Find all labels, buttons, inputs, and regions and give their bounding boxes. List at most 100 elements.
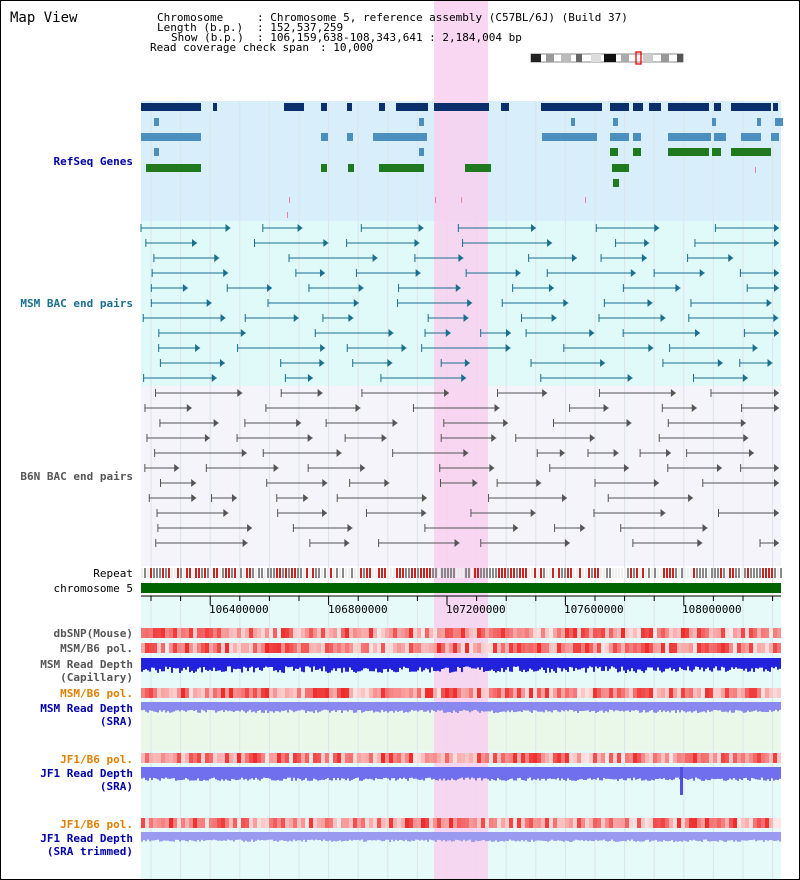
depth-bar	[487, 658, 489, 671]
depth-bar	[487, 832, 489, 842]
heat-cell	[345, 753, 349, 763]
heat-cell	[201, 753, 205, 763]
depth-bar	[693, 767, 695, 781]
heat-cell	[437, 688, 441, 698]
heat-cell	[457, 753, 461, 763]
depth-bar	[723, 658, 725, 668]
depth-bar	[285, 832, 287, 841]
depth-bar	[291, 832, 293, 842]
depth-bar	[647, 832, 649, 840]
depth-bar	[705, 658, 707, 669]
depth-bar	[263, 702, 265, 713]
depth-bar	[447, 658, 449, 668]
repeat-mark	[351, 568, 353, 578]
heat-cell	[289, 688, 293, 698]
heat-cell	[489, 753, 493, 763]
heat-cell	[189, 643, 193, 653]
track-label-refseq[interactable]: RefSeq Genes	[53, 155, 133, 168]
depth-bar	[161, 767, 163, 779]
depth-bar	[461, 832, 463, 842]
heat-cell	[725, 643, 729, 653]
depth-bar	[255, 658, 257, 669]
depth-bar	[779, 767, 781, 779]
depth-bar	[655, 702, 657, 713]
depth-bar	[153, 832, 155, 841]
heat-cell	[341, 688, 345, 698]
track-label-jf1-depth-trim[interactable]: JF1 Read Depth	[40, 832, 133, 845]
repeat-mark	[699, 568, 701, 578]
depth-bar	[463, 832, 465, 840]
bac-end	[626, 419, 632, 427]
heat-cell	[737, 643, 741, 653]
depth-bar	[723, 702, 725, 712]
track-label-dbsnp[interactable]: dbSNP(Mouse)	[53, 627, 133, 640]
heat-cell	[289, 753, 293, 763]
heat-cell	[693, 688, 697, 698]
depth-bar	[645, 702, 647, 713]
heat-cell	[589, 628, 593, 638]
depth-bar	[325, 832, 327, 841]
depth-bar	[689, 767, 691, 780]
depth-bar	[233, 658, 235, 669]
track-label-msm-b6-pol-2[interactable]: MSM/B6 pol.	[60, 687, 133, 700]
depth-bar	[165, 767, 167, 778]
heat-cell	[729, 628, 733, 638]
depth-bar	[677, 702, 679, 710]
repeat-mark	[642, 568, 644, 578]
depth-bar	[503, 832, 505, 842]
track-label-msm-bac[interactable]: MSM BAC end pairs	[20, 297, 133, 310]
heat-cell	[753, 688, 757, 698]
track-label-msm-depth-cap[interactable]: MSM Read Depth	[40, 658, 133, 671]
depth-bar	[179, 702, 181, 712]
bac-end	[211, 374, 217, 382]
depth-bar	[749, 832, 751, 840]
repeat-mark	[279, 568, 281, 578]
heat-cell	[201, 818, 205, 828]
depth-bar	[169, 767, 171, 779]
depth-bar	[169, 702, 171, 713]
depth-bar	[617, 658, 619, 673]
depth-bar	[389, 767, 391, 781]
depth-bar	[253, 832, 255, 842]
depth-bar	[705, 767, 707, 780]
track-label-b6n-bac[interactable]: B6N BAC end pairs	[20, 470, 133, 483]
repeat-mark	[687, 568, 689, 578]
depth-bar	[749, 767, 751, 781]
gene-block	[501, 103, 509, 111]
depth-bar	[199, 832, 201, 842]
track-label-msm-b6-pol[interactable]: MSM/B6 pol.	[60, 642, 133, 655]
track-label-jf1-b6-pol[interactable]: JF1/B6 pol.	[60, 753, 133, 766]
repeat-mark	[285, 568, 287, 578]
depth-bar	[631, 702, 633, 711]
depth-bar	[473, 702, 475, 711]
track-label-msm-depth-sra[interactable]: MSM Read Depth	[40, 702, 133, 715]
depth-bar	[631, 767, 633, 781]
heat-cell	[245, 818, 249, 828]
depth-bar	[491, 658, 493, 670]
heat-cell	[397, 818, 401, 828]
depth-bar	[365, 658, 367, 669]
depth-bar	[269, 702, 271, 712]
heat-cell	[317, 688, 321, 698]
repeat-mark	[231, 568, 233, 578]
bac-end	[317, 389, 323, 397]
depth-bar	[209, 658, 211, 670]
depth-bar	[327, 702, 329, 711]
depth-bar	[315, 702, 317, 711]
repeat-mark	[405, 568, 407, 578]
depth-bar	[223, 658, 225, 672]
track-label-jf1-depth-sra[interactable]: JF1 Read Depth	[40, 767, 133, 780]
repeat-mark	[492, 568, 494, 578]
heat-cell	[265, 753, 269, 763]
heat-cell	[213, 688, 217, 698]
depth-bar	[405, 767, 407, 779]
depth-bar	[357, 658, 359, 672]
depth-bar	[679, 702, 681, 713]
depth-bar	[673, 832, 675, 842]
depth-bar	[407, 658, 409, 669]
track-label-jf1-b6-pol-2[interactable]: JF1/B6 pol.	[60, 818, 133, 831]
depth-bar	[477, 767, 479, 779]
bac-end	[323, 239, 329, 247]
depth-bar	[237, 767, 239, 780]
